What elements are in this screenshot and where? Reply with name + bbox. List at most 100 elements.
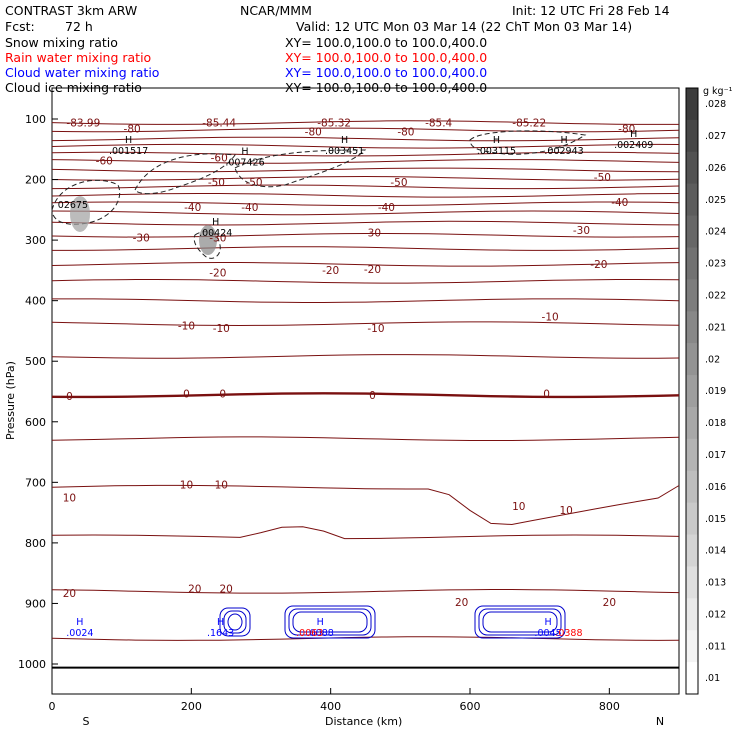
colorbar-swatch [686, 183, 698, 217]
isotherm-label: -20 [364, 264, 381, 276]
shaded-maximum [199, 225, 217, 255]
isotherm-label: -30 [133, 232, 150, 244]
max-value: 02675 [58, 200, 88, 211]
x-axis-label: Distance (km) [325, 715, 402, 728]
south-label: S [83, 715, 90, 728]
y-tick-label: 300 [25, 234, 46, 247]
max-marker: H [544, 617, 551, 628]
colorbar-label: .013 [705, 578, 726, 589]
isotherm-label: 10 [180, 479, 193, 491]
x-tick-label: 600 [460, 700, 481, 713]
colorbar-label: .027 [705, 131, 726, 142]
cloud-water-contour [227, 613, 243, 631]
isotherm-label: -60 [96, 155, 113, 167]
max-marker: H [241, 147, 248, 158]
contour-labels: -83.99-80-85.44-80-85.32-80-85.4 -85.22-8… [58, 117, 654, 639]
max-marker: H [76, 617, 83, 628]
isotherm-label: -80 [305, 126, 322, 138]
isotherm-line [51, 484, 680, 526]
colorbar-label: .028 [705, 99, 726, 110]
colorbar-swatch [686, 406, 698, 440]
max-value: .002409 [614, 140, 653, 151]
max-value: .0024 [66, 628, 93, 639]
y-tick-label: 900 [25, 597, 46, 610]
isotherm-label: 10 [559, 505, 572, 517]
isotherm-label: 20 [455, 597, 468, 609]
colorbar-swatch [686, 343, 698, 376]
isotherm-line [51, 136, 680, 142]
max-marker: H [125, 135, 132, 146]
isotherm-line [51, 210, 680, 216]
isotherm-line [51, 279, 680, 284]
colorbar-swatch [686, 662, 698, 695]
y-tick-label: 800 [25, 537, 46, 550]
colorbar-swatch [686, 88, 698, 121]
colorbar-label: .022 [705, 291, 726, 302]
max-value: .007426 [225, 158, 264, 169]
snow-contour [469, 130, 587, 155]
isotherm-line [51, 636, 680, 641]
colorbar-swatch [686, 119, 698, 153]
isotherm-label: 20 [63, 588, 76, 600]
field-legend: Snow mixing ratio XY= 100.0,100.0 to 100.… [5, 35, 487, 95]
contours [51, 120, 680, 669]
isotherm-line [51, 127, 680, 133]
isotherm-line [51, 321, 680, 327]
colorbar-label: .01 [705, 673, 720, 684]
isotherm-label: -50 [245, 177, 262, 189]
isotherm-label: -40 [611, 197, 628, 209]
max-marker: H [341, 135, 348, 146]
isotherm-label: -85.44 [202, 117, 236, 129]
north-label: N [656, 715, 664, 728]
isotherm-label: 10 [512, 501, 525, 513]
isotherm-label: -50 [390, 177, 407, 189]
colorbar-label: .014 [705, 546, 726, 557]
field-name: Rain water mixing ratio [5, 50, 151, 65]
isotherm-line [51, 167, 680, 173]
max-marker: H [317, 617, 324, 628]
colorbar-label: .026 [705, 163, 726, 174]
isotherm-label: 0 [66, 391, 73, 403]
field-name: Snow mixing ratio [5, 35, 118, 50]
colorbar-label: .024 [705, 227, 726, 238]
x-tick-label: 0 [49, 700, 56, 713]
isotherm-label: 10 [215, 479, 228, 491]
max-value: .0388 [555, 628, 582, 639]
field-xy: XY= 100.0,100.0 to 100.0,400.0 [285, 35, 487, 50]
isotherm-label: -10 [178, 321, 195, 333]
max-value: .003451 [325, 146, 364, 157]
isotherm-label: -30 [364, 227, 381, 239]
isotherm-label: 0 [543, 389, 550, 401]
fcst-label: Fcst: [5, 19, 35, 34]
isotherm-label: -80 [397, 126, 414, 138]
isotherm-label: -20 [209, 267, 226, 279]
isotherm-line [51, 159, 680, 164]
cloud-water-contour [223, 610, 247, 634]
colorbar-label: .021 [705, 322, 726, 333]
max-marker: H [217, 617, 224, 628]
cloud-water-contour [284, 605, 376, 639]
max-value: .0063 [296, 628, 323, 639]
colorbar-swatch [686, 247, 698, 280]
cloud-water-contour [288, 608, 372, 636]
cloud-water-contour [478, 608, 562, 636]
isotherm-label: -10 [542, 312, 559, 324]
y-tick-label: 1000 [18, 658, 46, 671]
x-tick-label: 200 [181, 700, 202, 713]
cloud-water-contour [219, 607, 251, 637]
colorbar-label: .017 [705, 450, 726, 461]
y-tick-label: 200 [25, 174, 46, 187]
colorbar: .028 .027 .026 .025 .024 .023 .022 .021 .02 .019.… [685, 86, 733, 695]
isotherm-line [51, 151, 680, 157]
colorbar-swatch [686, 566, 698, 599]
isotherm-line [51, 436, 680, 441]
isotherm-label: -80 [124, 123, 141, 135]
isotherm-label: -50 [208, 177, 225, 189]
max-value: .0088 [307, 628, 334, 639]
colorbar-label: .023 [705, 259, 726, 270]
isotherm-line [51, 193, 680, 198]
isotherm-label: 20 [188, 584, 201, 596]
isotherm-label: -30 [573, 225, 590, 237]
